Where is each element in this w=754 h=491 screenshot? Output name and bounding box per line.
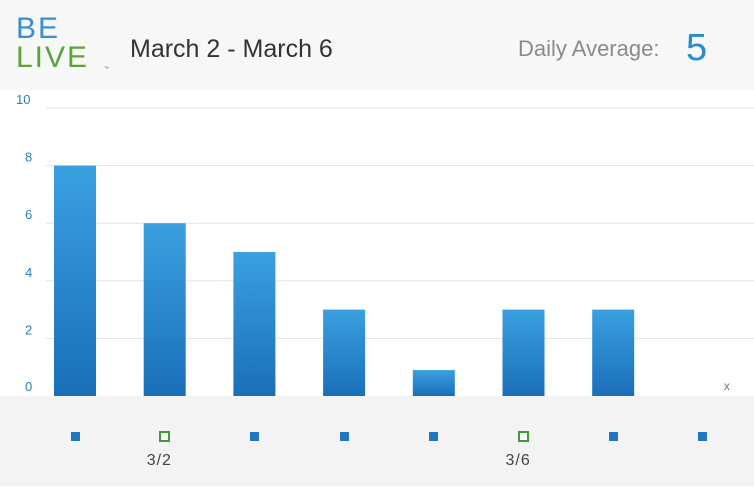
day-marker-filled[interactable] (70, 431, 80, 441)
day-marker-hollow[interactable] (159, 430, 171, 442)
day-marker-filled[interactable] (698, 431, 708, 441)
header: BE LIVE ™ March 2 - March 6 Daily Averag… (0, 0, 754, 90)
bar[interactable] (233, 252, 276, 396)
y-tick-label: 0 (25, 379, 32, 394)
bar[interactable] (323, 309, 366, 396)
day-label: 3/6 (505, 452, 531, 469)
bar[interactable] (502, 309, 545, 396)
daily-average-label: Daily Average: (518, 36, 660, 61)
logo-trademark: ™ (104, 66, 109, 72)
y-tick-label: 2 (25, 322, 32, 337)
bar[interactable] (412, 370, 455, 396)
bar-chart: 0 2 4 6 8 10 x (0, 90, 754, 396)
day-marker-filled[interactable] (608, 431, 618, 441)
bar[interactable] (592, 309, 635, 396)
y-tick-label: 6 (25, 207, 32, 222)
day-selector: 3/2 3/6 (0, 396, 754, 491)
day-marker-hollow[interactable] (518, 430, 529, 442)
bar-chart-svg: 0 2 4 6 8 10 x (16, 92, 754, 396)
bar[interactable] (143, 223, 186, 396)
date-range-title: March 2 - March 6 (130, 35, 333, 63)
bar[interactable] (54, 165, 96, 396)
y-tick-label: 8 (25, 150, 32, 165)
belive-logo: BE LIVE ™ (16, 12, 109, 74)
footer-divider (0, 486, 754, 491)
logo-live-text: LIVE (16, 41, 90, 74)
day-marker-filled[interactable] (429, 431, 439, 441)
missing-value-marker: x (724, 379, 730, 393)
day-marker-filled[interactable] (339, 431, 349, 441)
y-tick-label: 10 (16, 92, 30, 107)
day-label: 3/2 (146, 452, 172, 469)
daily-average-value: 5 (686, 27, 708, 69)
y-tick-label: 4 (25, 265, 32, 280)
logo-be-text: BE (16, 12, 61, 45)
day-marker-filled[interactable] (249, 431, 259, 441)
